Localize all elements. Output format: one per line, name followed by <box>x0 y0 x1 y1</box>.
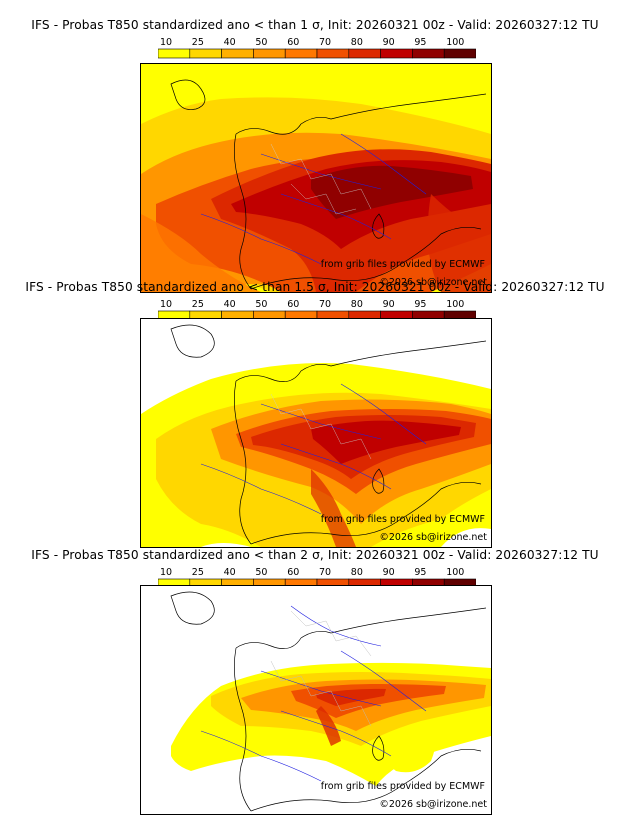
colorbar-tick-label: 50 <box>255 567 267 578</box>
colorbar-tick-label: 70 <box>319 37 331 48</box>
panel-title: IFS - Probas T850 standardized ano < tha… <box>25 280 605 294</box>
copyright-credit: ©2026 sb@irizone.net <box>379 799 487 810</box>
colorbar-swatch <box>158 48 191 59</box>
colorbar-tick-label: 80 <box>351 567 363 578</box>
colorbar-tick-label: 10 <box>160 567 172 578</box>
colorbar-swatch <box>189 48 222 59</box>
colorbar-tick-label: 70 <box>319 299 331 310</box>
copyright-credit: ©2026 sb@irizone.net <box>379 532 487 543</box>
colorbar-tick-label: 95 <box>414 37 426 48</box>
panel-title: IFS - Probas T850 standardized ano < tha… <box>31 548 599 562</box>
colorbar-tick-label: 25 <box>192 299 204 310</box>
colorbar-tick-label: 10 <box>160 299 172 310</box>
colorbar-swatch <box>412 48 445 59</box>
colorbar-tick-label: 100 <box>446 299 464 310</box>
colorbar-swatch <box>348 48 381 59</box>
panel-2: IFS - Probas T850 standardized ano < tha… <box>0 280 630 548</box>
colorbar-tick-label: 90 <box>383 37 395 48</box>
colorbar-tick-label: 95 <box>414 299 426 310</box>
colorbar-swatch <box>221 48 254 59</box>
colorbar-swatch <box>284 48 318 59</box>
colorbar-tick-label: 80 <box>351 37 363 48</box>
probability-map: from grib files provided by ECMWF ©2026 … <box>140 318 492 548</box>
colorbar-tick-label: 50 <box>255 37 267 48</box>
colorbar-swatch <box>380 48 413 59</box>
colorbar-tick-label: 40 <box>224 37 236 48</box>
colorbar-tick-label: 100 <box>446 37 464 48</box>
panel-1: IFS - Probas T850 standardized ano < tha… <box>0 18 630 293</box>
colorbar-tick-label: 70 <box>319 567 331 578</box>
colorbar-swatch <box>316 48 350 59</box>
colorbar-tick-label: 60 <box>287 37 299 48</box>
colorbar-swatch <box>443 48 476 59</box>
colorbar-tick-label: 90 <box>383 299 395 310</box>
colorbar: 10 25 40 50 60 70 80 90 95 100 <box>158 37 476 59</box>
colorbar-tick-label: 25 <box>192 567 204 578</box>
source-credit: from grib files provided by ECMWF <box>320 514 485 525</box>
panel-title: IFS - Probas T850 standardized ano < tha… <box>31 18 599 32</box>
colorbar-tick-label: 10 <box>160 37 172 48</box>
source-credit: from grib files provided by ECMWF <box>320 259 485 270</box>
source-credit: from grib files provided by ECMWF <box>320 781 485 792</box>
colorbar-swatch <box>253 48 286 59</box>
map-field <box>141 64 491 292</box>
colorbar-tick-label: 40 <box>224 567 236 578</box>
colorbar-tick-label: 90 <box>383 567 395 578</box>
colorbar-tick-label: 40 <box>224 299 236 310</box>
copyright-credit: ©2026 sb@irizone.net <box>379 277 487 288</box>
map-field <box>141 586 491 814</box>
probability-map: from grib files provided by ECMWF ©2026 … <box>140 585 492 815</box>
colorbar-tick-label: 25 <box>192 37 204 48</box>
colorbar-tick-label: 80 <box>351 299 363 310</box>
panel-3: IFS - Probas T850 standardized ano < tha… <box>0 548 630 828</box>
colorbar-tick-label: 100 <box>446 567 464 578</box>
colorbar-tick-label: 60 <box>287 299 299 310</box>
colorbar-tick-label: 50 <box>255 299 267 310</box>
colorbar-tick-label: 60 <box>287 567 299 578</box>
colorbar-tick-label: 95 <box>414 567 426 578</box>
probability-map: from grib files provided by ECMWF ©2026 … <box>140 63 492 293</box>
map-field <box>141 319 491 547</box>
